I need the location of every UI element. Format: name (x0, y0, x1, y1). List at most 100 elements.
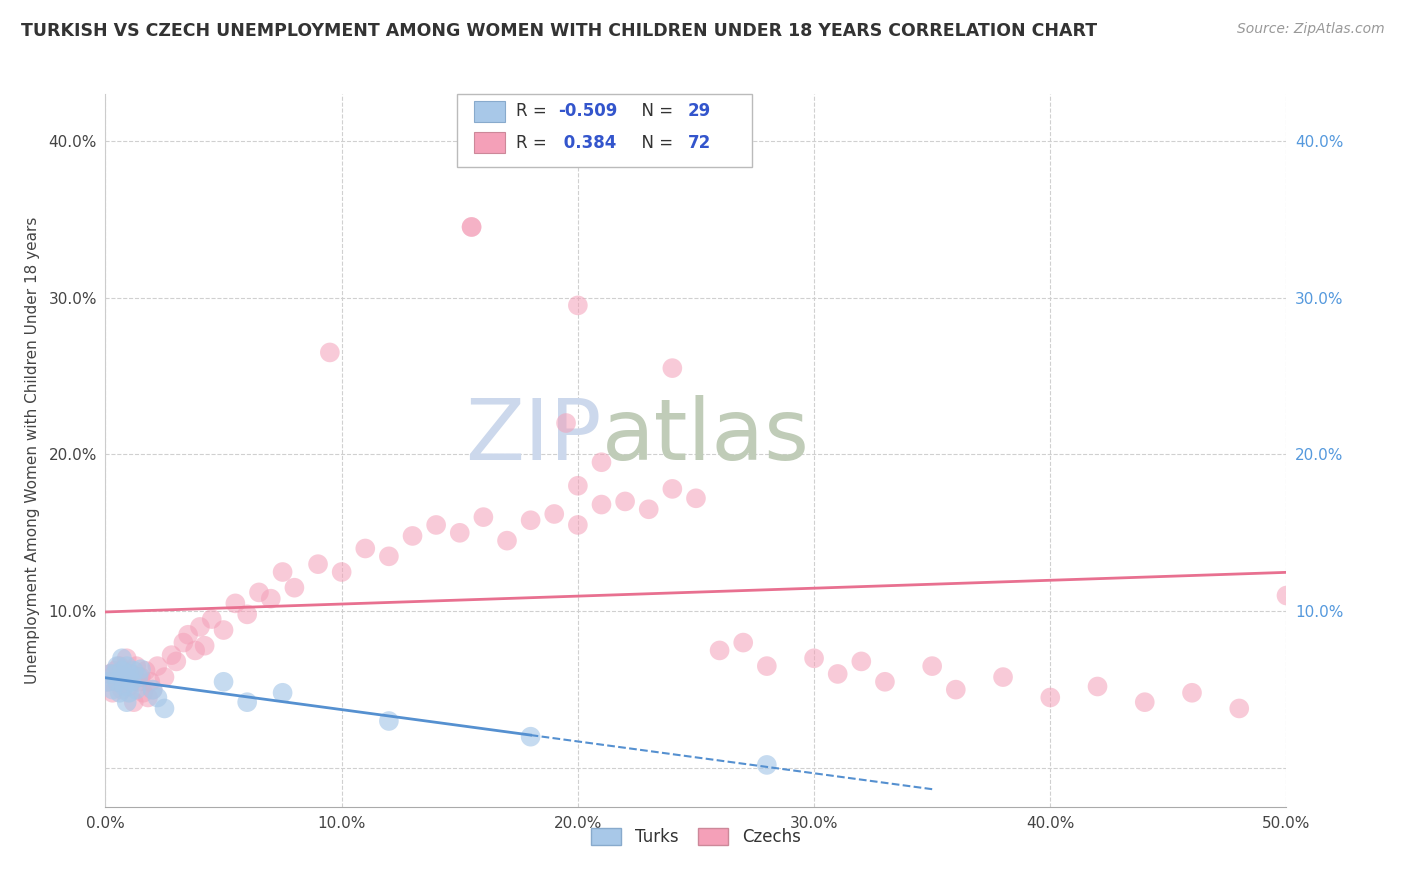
Point (201, 612, 224, 626)
Point (425, 518, 447, 533)
Text: R =: R = (516, 103, 553, 120)
Point (851, 654, 873, 668)
Point (519, 730, 541, 744)
Point (271, 565, 294, 579)
Point (567, 479, 589, 493)
Point (212, 674, 235, 689)
Point (172, 635, 194, 649)
Text: N =: N = (631, 103, 679, 120)
Point (122, 664, 145, 678)
Point (945, 682, 967, 697)
Point (101, 686, 124, 700)
Point (614, 494, 637, 508)
Text: -0.509: -0.509 (558, 103, 617, 120)
Text: R =: R = (516, 134, 553, 152)
Point (120, 674, 142, 689)
Text: TURKISH VS CZECH UNEMPLOYMENT AMONG WOMEN WITH CHILDREN UNDER 18 YEARS CORRELATI: TURKISH VS CZECH UNEMPLOYMENT AMONG WOME… (21, 22, 1097, 40)
Point (637, 502, 659, 516)
Point (112, 680, 135, 694)
Point (319, 345, 342, 359)
Point (115, 695, 138, 709)
Point (236, 607, 259, 622)
Point (160, 648, 183, 662)
Point (519, 513, 541, 527)
Point (496, 533, 519, 548)
Point (188, 620, 211, 634)
Point (354, 541, 377, 556)
Point (129, 662, 152, 676)
Text: ZIP: ZIP (465, 394, 602, 478)
Point (136, 690, 159, 705)
Point (661, 361, 683, 376)
Point (139, 674, 162, 689)
Point (184, 643, 207, 657)
Point (449, 525, 471, 540)
Point (283, 581, 305, 595)
Point (991, 670, 1014, 684)
Point (194, 639, 217, 653)
Point (111, 682, 134, 697)
Point (111, 664, 134, 678)
Point (591, 455, 613, 469)
Point (128, 670, 150, 684)
Point (120, 667, 142, 681)
Point (129, 670, 152, 684)
Point (142, 682, 165, 697)
Point (108, 686, 131, 700)
Point (98, 667, 121, 681)
Point (236, 695, 259, 709)
Point (135, 664, 157, 678)
Point (115, 659, 138, 673)
Point (146, 690, 169, 705)
Point (1039, 690, 1062, 705)
Point (118, 686, 141, 700)
Point (271, 686, 294, 700)
Point (224, 596, 246, 610)
Point (567, 518, 589, 533)
Point (1181, 686, 1204, 700)
Point (115, 651, 138, 665)
Point (591, 498, 613, 512)
Point (97, 674, 120, 689)
Point (98, 667, 121, 681)
Point (472, 510, 495, 524)
Point (330, 565, 353, 579)
Point (661, 482, 683, 496)
Point (128, 674, 150, 689)
Point (108, 659, 131, 673)
Point (460, 219, 482, 234)
Point (755, 659, 778, 673)
Point (803, 651, 825, 665)
Point (112, 670, 135, 684)
Point (921, 659, 943, 673)
Point (1275, 589, 1298, 603)
Point (125, 682, 148, 697)
Point (101, 682, 124, 697)
Point (122, 695, 145, 709)
Point (873, 674, 896, 689)
Y-axis label: Unemployment Among Women with Children Under 18 years: Unemployment Among Women with Children U… (25, 217, 41, 684)
Point (567, 298, 589, 312)
Point (105, 674, 128, 689)
Point (142, 682, 165, 697)
Point (146, 659, 169, 673)
Point (104, 664, 127, 678)
Point (97, 674, 120, 689)
Point (165, 654, 187, 668)
Point (132, 686, 155, 700)
Point (247, 585, 270, 599)
Text: 0.384: 0.384 (558, 134, 617, 152)
Point (733, 635, 755, 649)
Point (118, 680, 141, 694)
Point (125, 659, 148, 673)
Text: atlas: atlas (602, 394, 810, 478)
Point (177, 628, 200, 642)
Point (111, 651, 134, 665)
Point (105, 674, 128, 689)
Point (153, 701, 176, 715)
Text: Source: ZipAtlas.com: Source: ZipAtlas.com (1237, 22, 1385, 37)
Point (378, 714, 401, 728)
Point (1227, 701, 1250, 715)
Point (755, 758, 778, 772)
Text: 29: 29 (688, 103, 711, 120)
